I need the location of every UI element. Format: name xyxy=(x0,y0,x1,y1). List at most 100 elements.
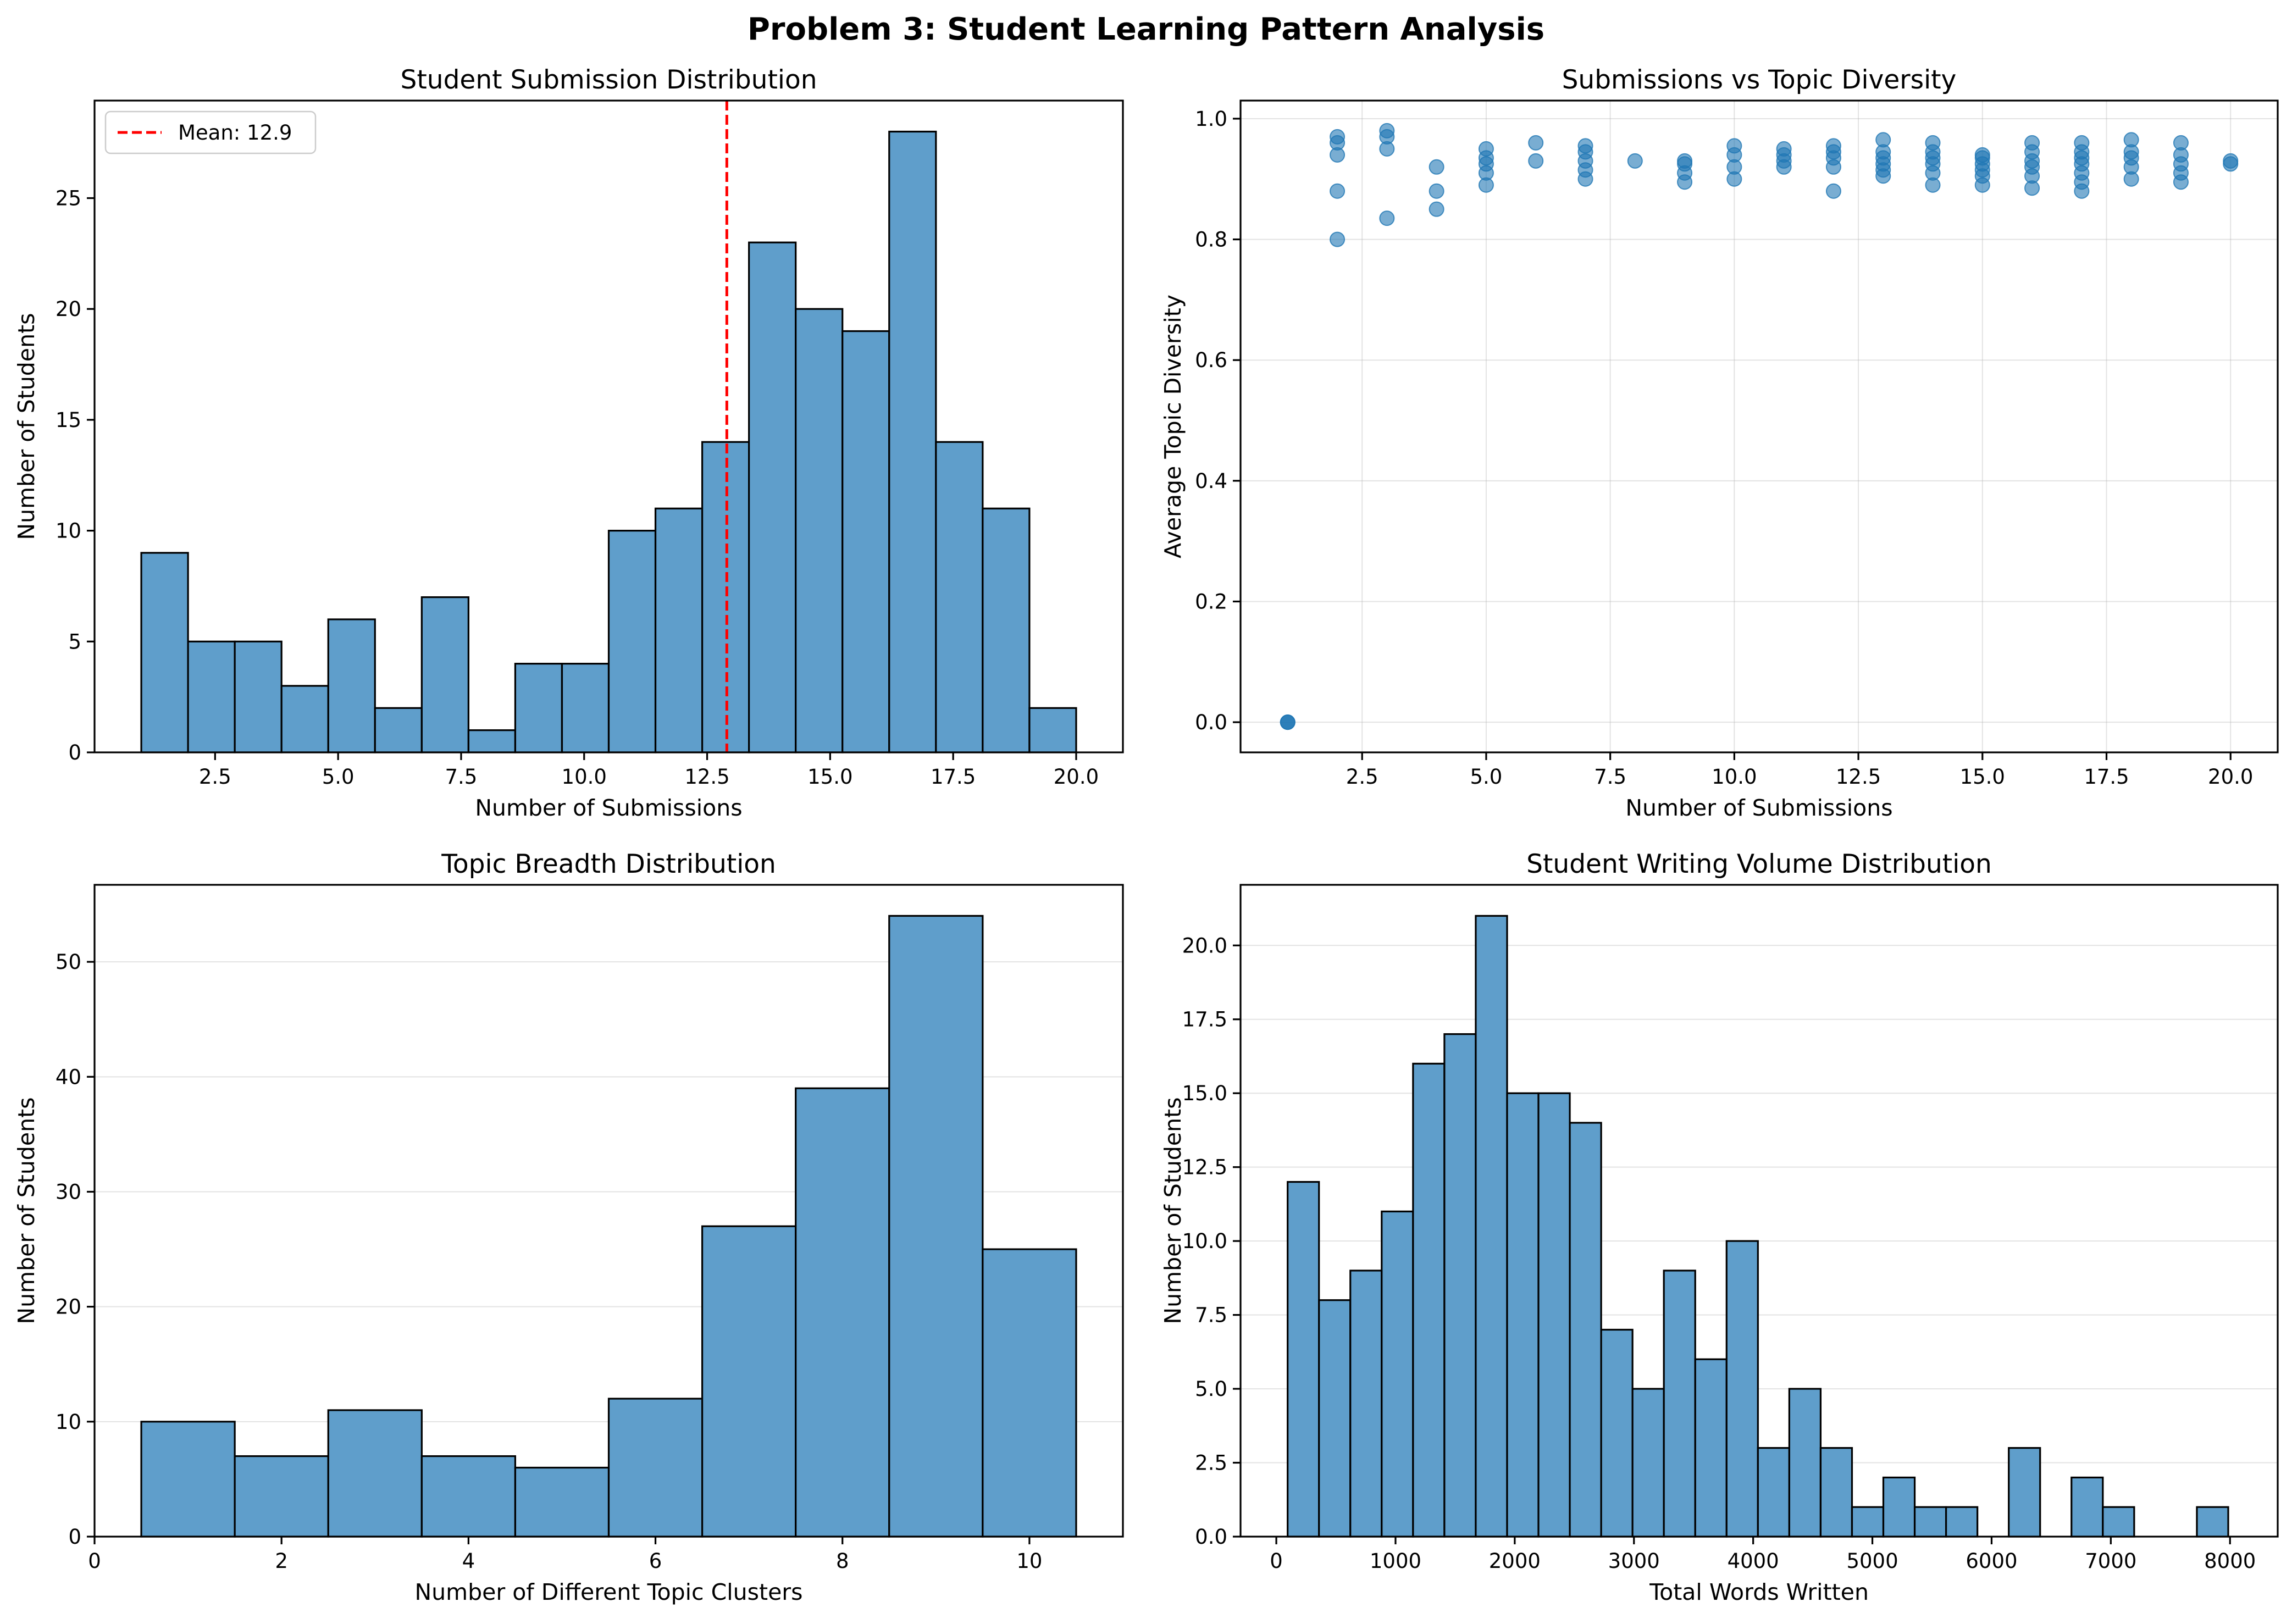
x-tick-label: 0 xyxy=(1270,1549,1283,1573)
histogram-bar xyxy=(1318,1299,1352,1538)
histogram-bar xyxy=(2070,1476,2104,1538)
legend-label: Mean: 12.9 xyxy=(178,121,292,145)
histogram-bar xyxy=(1851,1506,1885,1538)
x-tick-label: 20.0 xyxy=(2208,765,2253,789)
histogram-bar xyxy=(1600,1328,1634,1538)
scatter-point xyxy=(1577,171,1593,187)
histogram-bar xyxy=(1412,1062,1446,1538)
y-tick-label: 5.0 xyxy=(1195,1377,1227,1401)
histogram-bar xyxy=(748,241,797,753)
histogram-bar xyxy=(1694,1358,1728,1538)
y-tick-label: 0.6 xyxy=(1195,348,1227,372)
x-tick-label: 4000 xyxy=(1728,1549,1779,1573)
y-tick-label: 0.2 xyxy=(1195,590,1227,613)
x-tick-label: 7000 xyxy=(2085,1549,2136,1573)
histogram-bar xyxy=(2102,1506,2135,1538)
histogram-bar xyxy=(327,618,376,753)
y-axis-label: Number of Students xyxy=(1160,1097,1186,1324)
histogram-bar xyxy=(1569,1122,1602,1538)
y-tick-label: 2.5 xyxy=(1195,1451,1227,1475)
histogram-bar xyxy=(888,914,984,1538)
y-tick-label: 20.0 xyxy=(1182,934,1227,957)
y-tick-label: 0.4 xyxy=(1195,469,1227,493)
x-tick-label: 15.0 xyxy=(807,765,852,789)
scatter-point xyxy=(1528,135,1544,151)
y-tick-label: 20 xyxy=(56,297,81,321)
x-tick-label: 2000 xyxy=(1489,1549,1541,1573)
panel-title: Topic Breadth Distribution xyxy=(441,849,776,879)
figure-title: Problem 3: Student Learning Pattern Anal… xyxy=(748,12,1544,47)
x-tick-label: 12.5 xyxy=(1836,765,1881,789)
histogram-bar xyxy=(982,507,1031,753)
y-tick-label: 0.0 xyxy=(1195,711,1227,734)
legend: Mean: 12.9 xyxy=(104,110,317,154)
histogram-bar xyxy=(514,1466,610,1538)
scatter-point xyxy=(1330,147,1346,163)
x-tick-label: 20.0 xyxy=(1054,765,1099,789)
x-axis-label: Number of Submissions xyxy=(1625,795,1892,821)
y-tick-label: 40 xyxy=(56,1065,81,1089)
x-tick-label: 6 xyxy=(649,1549,662,1573)
scatter-point xyxy=(1974,177,1990,193)
x-tick-label: 15.0 xyxy=(1960,765,2005,789)
x-tick-label: 6000 xyxy=(1966,1549,2017,1573)
histogram-bar xyxy=(1349,1270,1383,1538)
scatter-point xyxy=(2074,183,2090,199)
histogram-bar xyxy=(888,130,937,753)
histogram-bar xyxy=(420,1455,517,1538)
histogram-bar xyxy=(1287,1180,1320,1538)
writing-volume-panel: 0 1000 2000 3000 4000 5000 6000 7000 8000 0.0 2.5 5… xyxy=(1160,849,2279,1605)
histogram-bar xyxy=(654,507,704,753)
histogram-bar xyxy=(1757,1447,1790,1538)
x-tick-label: 7.5 xyxy=(445,765,478,789)
legend-box xyxy=(104,110,317,154)
panel-title: Student Writing Volume Distribution xyxy=(1526,849,1992,879)
scatter-point xyxy=(1429,183,1444,199)
histogram-bar xyxy=(935,441,984,753)
scatter-point xyxy=(1429,159,1444,175)
scatter-point xyxy=(1875,168,1891,184)
histogram-bar xyxy=(1506,1092,1540,1538)
scatter-point xyxy=(2223,156,2239,172)
y-tick-label: 30 xyxy=(56,1180,81,1204)
scatter-point xyxy=(1478,177,1494,193)
x-tick-label: 10.0 xyxy=(1712,765,1757,789)
y-tick-label: 17.5 xyxy=(1182,1008,1227,1032)
histogram-bar xyxy=(2008,1447,2041,1538)
y-tick-label: 0 xyxy=(68,741,81,764)
y-tick-label: 15.0 xyxy=(1182,1082,1227,1105)
histogram-bar xyxy=(607,1398,704,1538)
histogram-bar xyxy=(1028,707,1077,753)
histogram-bar xyxy=(1663,1270,1696,1538)
histogram-bar xyxy=(701,1225,797,1538)
y-tick-label: 5 xyxy=(68,630,81,653)
histogram-bar xyxy=(467,729,517,753)
histogram-bar xyxy=(1725,1240,1759,1538)
x-tick-label: 5.0 xyxy=(322,765,355,789)
topic-breadth-panel: 0 2 4 6 8 10 0 10 20 30 40 50 Topic Breadth Distribu… xyxy=(13,849,1124,1605)
x-tick-label: 1000 xyxy=(1370,1549,1421,1573)
x-tick-label: 5.0 xyxy=(1470,765,1502,789)
scatter-point xyxy=(1726,171,1742,187)
x-tick-label: 7.5 xyxy=(1594,765,1626,789)
y-tick-label: 25 xyxy=(56,186,81,210)
histogram-bar xyxy=(795,308,844,753)
histogram-bar xyxy=(234,640,283,753)
histogram-bar xyxy=(1788,1388,1822,1538)
histogram-bar xyxy=(1882,1476,1916,1538)
scatter-point xyxy=(1379,141,1395,157)
x-tick-label: 0 xyxy=(88,1549,101,1573)
histogram-bar xyxy=(1819,1447,1853,1538)
y-tick-label: 0.8 xyxy=(1195,228,1227,252)
y-tick-label: 10 xyxy=(56,519,81,543)
x-tick-label: 10.0 xyxy=(562,765,607,789)
histogram-bar xyxy=(561,663,610,753)
axes-frame xyxy=(1239,884,2279,1538)
histogram-bar xyxy=(234,1455,329,1538)
scatter-point xyxy=(1677,174,1693,190)
histogram-bar xyxy=(420,596,469,753)
y-tick-label: 20 xyxy=(56,1295,81,1319)
panel-title: Student Submission Distribution xyxy=(401,65,817,95)
